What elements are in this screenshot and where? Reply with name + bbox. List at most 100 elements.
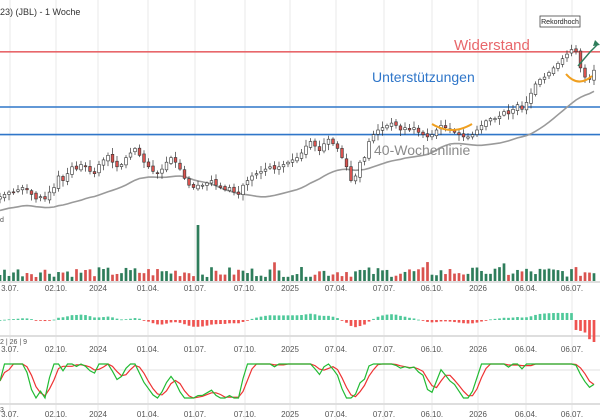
macd-bar [124, 319, 128, 321]
candle [29, 190, 34, 195]
volume-bar [322, 270, 326, 281]
macd-bar [457, 320, 461, 323]
macd-bar [336, 318, 339, 320]
x-tick-label: 2024 [89, 345, 107, 354]
macd-bar [588, 320, 591, 340]
macd-bar [48, 320, 51, 321]
candle [16, 189, 20, 192]
volume-bar [70, 276, 74, 281]
volume-bar [66, 271, 69, 281]
volume-bar [192, 276, 195, 281]
volume-bar [336, 272, 339, 281]
candle [0, 196, 2, 200]
volume-bar [318, 271, 321, 281]
x-tick-label: 07.07. [373, 345, 395, 354]
macd-bar [7, 319, 11, 321]
candle [182, 169, 187, 179]
x-tick-label: 07.10. [234, 410, 256, 419]
chart-title: 23) (JBL) - 1 Woche [0, 7, 80, 17]
time-axis-middle: 3.07. 02.10. 2024 01.04. 01.07. 07.10. 2025 07.… [1, 345, 583, 354]
candle [25, 188, 29, 191]
volume-bar [480, 270, 483, 281]
candle [533, 83, 538, 95]
volume-bar [228, 267, 231, 281]
macd-bar [322, 315, 326, 320]
volume-bar [453, 273, 456, 281]
volume-bar [106, 267, 110, 281]
macd-bar [66, 316, 69, 320]
macd-bar [430, 320, 434, 323]
macd-bar [498, 318, 501, 320]
candle [475, 129, 479, 135]
macd-bar [538, 313, 542, 320]
macd-bar [205, 320, 209, 326]
candle [61, 176, 65, 181]
macd-bar [138, 318, 141, 320]
candle [142, 153, 146, 163]
volume-bar [313, 274, 317, 281]
candle [119, 164, 124, 167]
volume-bar [538, 268, 542, 281]
macd-bar [444, 320, 447, 322]
volume-bar [345, 272, 348, 281]
macd-bar [466, 320, 470, 324]
macd-bar [295, 315, 299, 320]
x-tick-label: 06.04. [515, 284, 537, 293]
volume-bar [547, 268, 551, 281]
macd-bar [534, 314, 537, 320]
macd-bar [228, 320, 231, 324]
macd-bar [237, 320, 240, 324]
candle [412, 127, 416, 130]
x-tick-label: 07.07. [373, 284, 395, 293]
x-tick-label: 02.10. [45, 410, 67, 419]
volume-bar [21, 276, 24, 281]
macd-bar [385, 314, 389, 320]
macd-bar [57, 317, 60, 320]
macd-bar [214, 320, 218, 325]
x-tick-label: 07.04. [325, 284, 347, 293]
candle [47, 191, 52, 201]
macd-bar [183, 320, 186, 325]
candle [340, 148, 344, 158]
macd-bar [97, 317, 101, 320]
candle [380, 127, 385, 131]
candle [520, 105, 524, 110]
candle [304, 145, 308, 155]
candle [371, 134, 376, 142]
macd-bar [151, 320, 155, 324]
volume-bar [259, 275, 263, 281]
volume-bar [426, 262, 429, 281]
candle [250, 175, 254, 181]
volume-bar [16, 269, 20, 281]
candle [43, 196, 47, 200]
volume-bar [237, 269, 240, 281]
x-tick-label: 07.10. [234, 345, 256, 354]
candle [457, 132, 461, 135]
volume-bar [376, 268, 380, 281]
macd-bar [493, 318, 497, 320]
volume-bar [408, 269, 411, 281]
volume-bar [475, 267, 479, 281]
volume-bar [394, 275, 398, 281]
candle [565, 53, 569, 59]
candle [160, 168, 164, 174]
x-tick-label: 07.07. [373, 410, 395, 419]
volume-bar [277, 270, 281, 281]
candle [592, 69, 596, 81]
macd-bar [439, 320, 443, 322]
volume-bar [88, 269, 92, 281]
macd-bar [160, 320, 164, 325]
volume-bar [430, 274, 434, 281]
macd-bar [34, 320, 38, 321]
candle [574, 48, 578, 53]
candle [214, 179, 218, 186]
macd-bar [394, 314, 398, 320]
macd-bar [52, 319, 56, 321]
macd-bar [304, 314, 308, 320]
candle [281, 164, 286, 168]
macd-bar [583, 320, 587, 333]
macd-bar [372, 318, 375, 320]
candle [223, 186, 227, 191]
volume-bar [39, 272, 42, 281]
candle [470, 134, 475, 138]
